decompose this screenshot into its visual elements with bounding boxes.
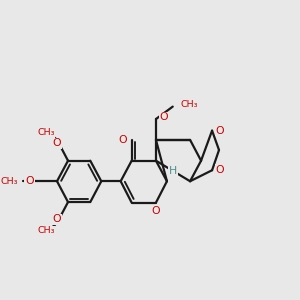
Text: O: O xyxy=(53,138,61,148)
Text: O: O xyxy=(53,214,61,224)
Text: O: O xyxy=(216,126,224,136)
Text: CH₃: CH₃ xyxy=(37,226,55,235)
Text: O: O xyxy=(152,206,160,216)
Text: H: H xyxy=(169,166,177,176)
Text: O: O xyxy=(119,135,127,145)
Text: CH₃: CH₃ xyxy=(1,177,18,186)
Text: CH₃: CH₃ xyxy=(181,100,198,109)
Text: O: O xyxy=(160,112,168,122)
Text: O: O xyxy=(25,176,34,186)
Text: CH₃: CH₃ xyxy=(37,128,55,137)
Text: O: O xyxy=(216,165,224,175)
